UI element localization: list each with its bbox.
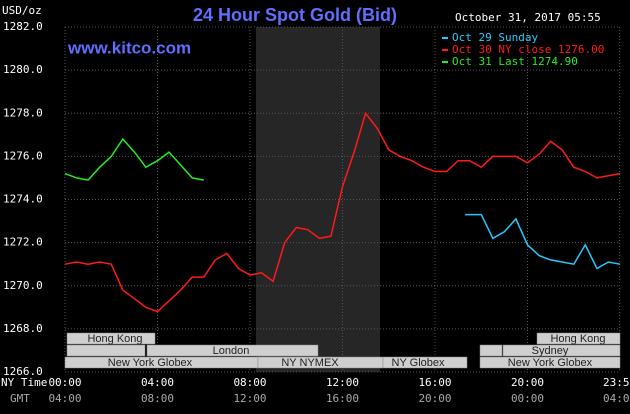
x-tick-label: 08:00: [233, 376, 266, 389]
session-bar: [146, 344, 319, 357]
x2-tick-label: 12:00: [233, 392, 266, 405]
session-label: Hong Kong: [87, 333, 142, 345]
session-bar: [66, 332, 156, 345]
x-tick-label: 20:00: [511, 376, 544, 389]
x2-tick-label: 04:00: [603, 392, 630, 405]
x2-label: GMT: [10, 392, 30, 405]
y-tick-label: 1266.0: [3, 365, 43, 378]
chart-title: 24 Hour Spot Gold (Bid): [193, 5, 397, 25]
price-line: [64, 111, 621, 313]
session-bar: [502, 344, 621, 357]
session-label: NY NYMEX: [281, 357, 339, 369]
price-line: [465, 213, 621, 270]
y-tick-label: 1274.0: [3, 193, 43, 206]
price-line: [64, 137, 204, 181]
legend-entry: Oct 30 NY close 1276.00: [452, 43, 604, 56]
session-bar: [66, 344, 146, 357]
y-tick-label: 1278.0: [3, 106, 43, 119]
session-label: New York Globex: [108, 357, 193, 369]
x-label: NY Time: [1, 376, 47, 389]
site-label: www.kitco.com: [67, 38, 191, 57]
y-tick-label: 1272.0: [3, 236, 43, 249]
y-unit: USD/oz: [2, 4, 42, 17]
y-tick-label: 1280.0: [3, 63, 43, 76]
session-bar: [479, 344, 503, 357]
x2-tick-label: 08:00: [141, 392, 174, 405]
legend-entry: Oct 29 Sunday: [452, 31, 538, 44]
session-bar: [382, 356, 468, 369]
session-label: New York Globex: [508, 357, 593, 369]
session-label: NY Globex: [392, 357, 445, 369]
session-label: Hong Kong: [550, 333, 605, 345]
x-tick-label: 00:00: [48, 376, 81, 389]
x-tick-label: 04:00: [141, 376, 174, 389]
session-label: Sydney: [532, 345, 569, 357]
x-tick-label: 12:00: [326, 376, 359, 389]
legend-entry: Oct 31 Last 1274.90: [452, 55, 578, 68]
y-tick-label: 1276.0: [3, 149, 43, 162]
x2-tick-label: 20:00: [418, 392, 451, 405]
x-tick-label: 16:00: [418, 376, 451, 389]
y-tick-label: 1270.0: [3, 279, 43, 292]
x2-tick-label: 04:00: [48, 392, 81, 405]
timestamp: October 31, 2017 05:55: [455, 11, 601, 24]
x2-tick-label: 16:00: [326, 392, 359, 405]
x-tick-label: 23:59: [603, 376, 630, 389]
x2-tick-label: 00:00: [511, 392, 544, 405]
y-tick-label: 1268.0: [3, 322, 43, 335]
y-tick-label: 1282.0: [3, 20, 43, 33]
session-bar: [479, 356, 621, 369]
session-bar: [536, 332, 621, 345]
session-label: London: [213, 345, 250, 357]
